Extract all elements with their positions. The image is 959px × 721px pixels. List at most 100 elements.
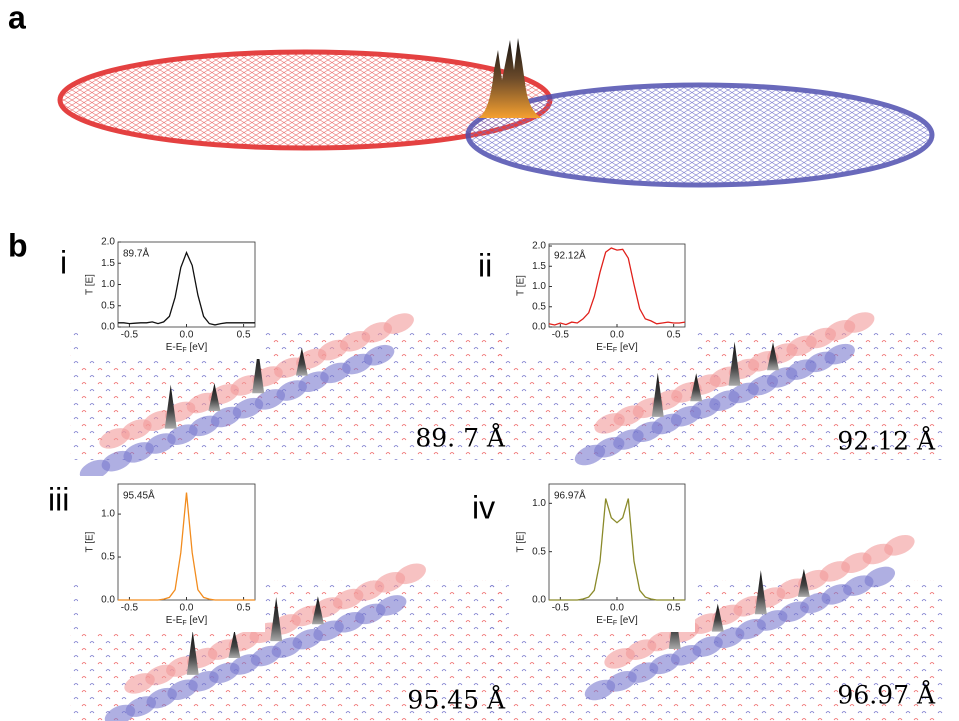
red-lobe <box>383 313 414 334</box>
y-axis-label: T [E] <box>85 531 96 552</box>
y-tick-label: 0.0 <box>532 595 546 606</box>
panel-label: ii <box>478 247 492 283</box>
y-tick-label: 0.0 <box>101 322 115 333</box>
x-axis-label-part: [eV] <box>617 615 638 626</box>
distance-label: 95.45 Å <box>407 685 506 715</box>
line <box>549 498 685 601</box>
blue-lobe <box>824 343 855 365</box>
x-tick-label: 0.5 <box>237 603 251 614</box>
x-axis-label-part: F <box>613 620 617 627</box>
cone <box>797 568 810 597</box>
line <box>118 492 255 601</box>
x-axis-label-part: E-E <box>596 615 613 626</box>
panel-label: iv <box>472 489 495 525</box>
x-tick-label: -0.5 <box>121 603 139 614</box>
inset-background <box>78 234 265 359</box>
ribbon <box>584 535 915 701</box>
inset-background <box>509 476 695 632</box>
red-lobe <box>395 563 426 585</box>
x-tick-label: 0.5 <box>237 330 251 341</box>
x-axis-label: E-EF [eV] <box>166 615 208 627</box>
panel-label: b <box>8 227 28 263</box>
annotation: 96.97Å <box>554 489 586 502</box>
distance-label: 92.12 Å <box>837 426 936 456</box>
x-axis-label-part: [eV] <box>187 615 208 626</box>
y-axis-label: T [E] <box>516 531 527 552</box>
x-axis-label: E-EF [eV] <box>596 615 638 627</box>
y-tick-label: 0.5 <box>532 301 546 312</box>
panel-a-render <box>57 38 935 188</box>
y-axis-label: T [E] <box>85 274 96 295</box>
x-axis-label-part: F <box>182 620 186 627</box>
x-tick-label: 0.5 <box>667 603 681 614</box>
y-axis-label: T [E] <box>516 275 527 296</box>
panel-label: a <box>8 0 26 35</box>
cone <box>754 570 767 615</box>
y-tick-label: 0.0 <box>101 595 115 606</box>
x-axis-label-part: E-E <box>166 615 183 626</box>
red-lobe <box>884 535 915 556</box>
panel-label: i <box>60 244 67 280</box>
y-tick-label: 0.0 <box>532 322 546 333</box>
blue-lobe <box>375 595 407 616</box>
x-tick-label: 0.5 <box>667 330 681 341</box>
inset-chart: -0.5 0.0 0.5 0.0 0.5 1.0 E-EF [eV] T [E] 95.45Å <box>78 476 265 632</box>
y-tick-label: 1.0 <box>101 279 115 290</box>
inset-chart: -0.5 0.0 0.5 0.0 0.5 1.0 E-EF [eV] T [E] 96.97Å <box>509 476 695 632</box>
insets: -0.5 0.0 0.50.00.51.01.52.0E-EF [eV]T [E]8… <box>78 234 695 632</box>
x-tick-label: 0.0 <box>610 330 624 341</box>
x-axis-label-part: [eV] <box>617 342 638 353</box>
cone <box>208 382 221 411</box>
annotation: 92.12Å <box>554 249 586 262</box>
cone <box>295 347 308 376</box>
cone <box>270 597 283 642</box>
distance-label: 96.97 Å <box>837 680 936 710</box>
y-tick-label: 1.0 <box>532 498 546 509</box>
y-tick-label: 1.0 <box>532 281 546 292</box>
cone <box>228 629 241 658</box>
inset-background <box>509 236 695 359</box>
x-axis-label-part: E-E <box>166 342 183 353</box>
annotation: 95.45Å <box>123 489 155 502</box>
cone <box>164 384 177 429</box>
inset-chart: -0.5 0.0 0.5 0.0 0.5 1.0 1.5 2.0 E-EF [eV] T [E] 8… <box>78 234 265 359</box>
x-axis-label: E-EF [eV] <box>596 342 638 354</box>
y-tick-label: 1.0 <box>101 509 115 520</box>
cone <box>311 596 324 625</box>
x-tick-label: -0.5 <box>552 603 570 614</box>
y-tick-label: 2.0 <box>532 241 546 252</box>
ribbon <box>79 313 414 481</box>
ribbon <box>104 563 426 721</box>
line <box>548 247 686 326</box>
y-tick-label: 0.5 <box>532 546 546 557</box>
cone <box>186 630 199 675</box>
inset-background <box>78 476 265 632</box>
blue-lobe <box>864 566 896 588</box>
cone <box>651 372 664 417</box>
cone <box>711 603 724 632</box>
y-tick-label: 0.5 <box>101 552 115 563</box>
x-axis-label-part: [eV] <box>187 342 208 353</box>
blue-lobe <box>363 344 395 366</box>
x-tick-label: -0.5 <box>552 330 570 341</box>
panel-b-renders <box>70 312 945 721</box>
cone <box>252 349 265 394</box>
y-tick-label: 0.5 <box>101 300 115 311</box>
panel-label: iii <box>48 481 69 517</box>
x-axis-label-part: E-E <box>596 342 613 353</box>
red-lobe <box>844 312 875 333</box>
x-axis-label-part: F <box>613 347 617 354</box>
x-tick-label: 0.0 <box>610 603 624 614</box>
y-tick-label: 1.5 <box>532 261 546 272</box>
x-tick-label: 0.0 <box>180 603 194 614</box>
x-tick-label: -0.5 <box>121 330 139 341</box>
y-tick-label: 2.0 <box>101 237 115 248</box>
y-tick-label: 1.5 <box>101 258 115 269</box>
x-tick-label: 0.0 <box>180 330 194 341</box>
cone <box>728 341 741 386</box>
cone <box>767 342 780 371</box>
annotation: 89.7Å <box>123 247 149 260</box>
x-axis-label: E-EF [eV] <box>166 342 208 354</box>
distance-label: 89. 7 Å <box>415 423 506 453</box>
inset-chart: -0.5 0.0 0.5 0.0 0.5 1.0 1.5 2.0 E-EF [eV] T [E] 9… <box>509 236 695 359</box>
